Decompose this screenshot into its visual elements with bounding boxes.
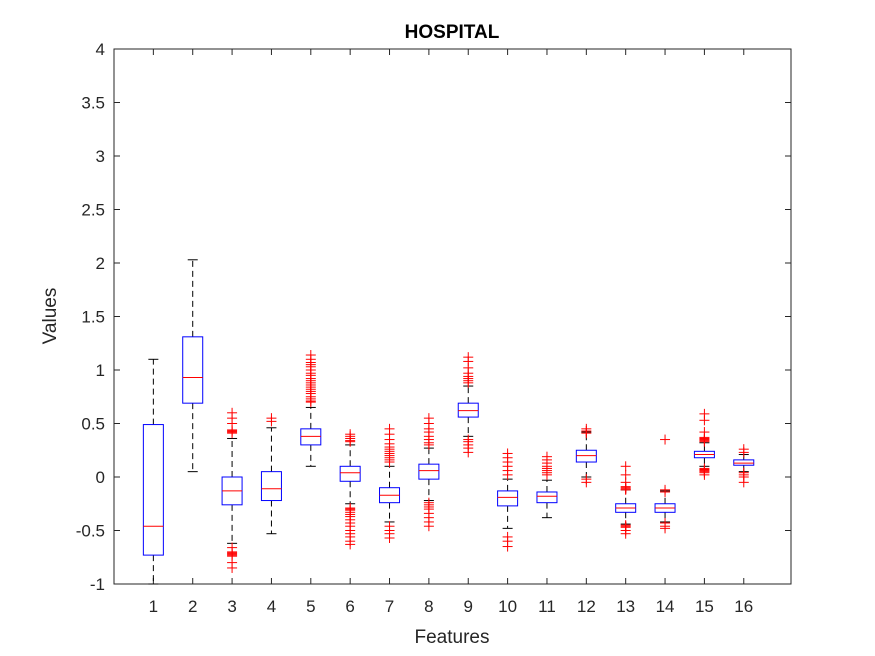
box-feature-8 xyxy=(418,413,440,532)
box-feature-6 xyxy=(339,429,361,550)
box-feature-5 xyxy=(300,350,322,467)
outlier-marker xyxy=(502,469,513,480)
x-tick-label: 14 xyxy=(656,597,675,616)
box-iqr xyxy=(339,465,361,482)
outlier-marker xyxy=(502,541,513,552)
outlier-marker xyxy=(699,469,710,480)
outlier-marker xyxy=(620,461,631,472)
box-iqr xyxy=(575,449,597,463)
y-axis-label: Values xyxy=(40,288,61,345)
x-tick-label: 9 xyxy=(464,597,473,616)
box-iqr xyxy=(300,428,322,446)
box-feature-14 xyxy=(654,434,676,534)
x-tick-label: 13 xyxy=(616,597,635,616)
outlier-marker xyxy=(660,434,671,445)
box-iqr xyxy=(497,490,519,507)
x-tick-label: 7 xyxy=(385,597,394,616)
box-feature-3 xyxy=(221,407,243,573)
box-iqr xyxy=(536,491,558,504)
x-tick-label: 3 xyxy=(227,597,236,616)
outlier-marker xyxy=(345,539,356,550)
chart-title: HOSPITAL xyxy=(405,22,500,43)
x-tick-label: 1 xyxy=(149,597,158,616)
outlier-marker xyxy=(463,377,474,388)
plot-area xyxy=(113,48,792,585)
box-feature-7 xyxy=(379,423,401,543)
outlier-marker xyxy=(305,397,316,408)
x-tick-label: 2 xyxy=(188,597,197,616)
outlier-marker xyxy=(738,477,749,488)
outlier-marker xyxy=(660,523,671,534)
outlier-marker xyxy=(423,439,434,450)
x-tick-label: 15 xyxy=(695,597,714,616)
box-feature-16 xyxy=(733,444,755,488)
x-tick-label: 8 xyxy=(424,597,433,616)
box-feature-2 xyxy=(182,259,204,473)
outlier-marker xyxy=(660,486,671,497)
box-feature-10 xyxy=(497,448,519,552)
x-tick-label: 12 xyxy=(577,597,596,616)
box-iqr xyxy=(142,424,164,556)
outlier-marker xyxy=(384,532,395,543)
box-iqr xyxy=(260,471,282,502)
y-tick-label: -0.5 xyxy=(76,522,105,541)
outlier-marker xyxy=(384,457,395,468)
box-feature-13 xyxy=(615,461,637,539)
x-tick-label: 4 xyxy=(267,597,276,616)
outlier-marker xyxy=(227,562,238,573)
outlier-marker xyxy=(463,447,474,458)
outlier-marker xyxy=(227,428,238,439)
y-tick-label: 3 xyxy=(96,147,105,166)
y-tick-label: 1.5 xyxy=(81,308,105,327)
outlier-marker xyxy=(581,428,592,439)
outlier-marker xyxy=(541,469,552,480)
y-tick-label: 4 xyxy=(96,40,105,59)
y-tick-label: 2.5 xyxy=(81,201,105,220)
y-tick-label: 1 xyxy=(96,361,105,380)
x-tick-label: 16 xyxy=(734,597,753,616)
box-iqr xyxy=(733,459,755,466)
outlier-marker xyxy=(581,477,592,488)
outlier-marker xyxy=(423,521,434,532)
x-tick-label: 11 xyxy=(538,597,556,616)
box-iqr xyxy=(418,463,440,480)
x-tick-label: 6 xyxy=(345,597,354,616)
x-axis-label: Features xyxy=(415,627,490,648)
y-axis: -1 -0.5 0 0.5 1 1.5 2 2.5 3 3.5 4 xyxy=(76,40,791,594)
outlier-marker xyxy=(699,415,710,426)
y-tick-label: 2 xyxy=(96,254,105,273)
box-feature-11 xyxy=(536,451,558,519)
box-iqr xyxy=(182,336,204,404)
box-iqr xyxy=(457,402,479,418)
x-axis: 1 2 3 4 5 6 7 8 9 10 11 12 13 14 15 16 xyxy=(149,49,753,616)
box-feature-12 xyxy=(575,423,597,488)
y-tick-label: -1 xyxy=(90,575,105,594)
outlier-marker xyxy=(620,528,631,539)
y-tick-label: 3.5 xyxy=(81,94,105,113)
outlier-marker xyxy=(699,436,710,447)
box-feature-1 xyxy=(142,358,164,585)
outlier-marker xyxy=(738,447,749,458)
x-tick-label: 10 xyxy=(498,597,517,616)
boxes xyxy=(142,259,755,585)
x-tick-label: 5 xyxy=(306,597,315,616)
outlier-marker xyxy=(620,484,631,495)
box-feature-9 xyxy=(457,352,479,458)
box-feature-15 xyxy=(693,408,715,480)
y-tick-label: 0.5 xyxy=(81,415,105,434)
outlier-marker xyxy=(345,436,356,447)
y-tick-label: 0 xyxy=(96,468,105,487)
outlier-marker xyxy=(266,416,277,427)
box-feature-4 xyxy=(260,413,282,535)
